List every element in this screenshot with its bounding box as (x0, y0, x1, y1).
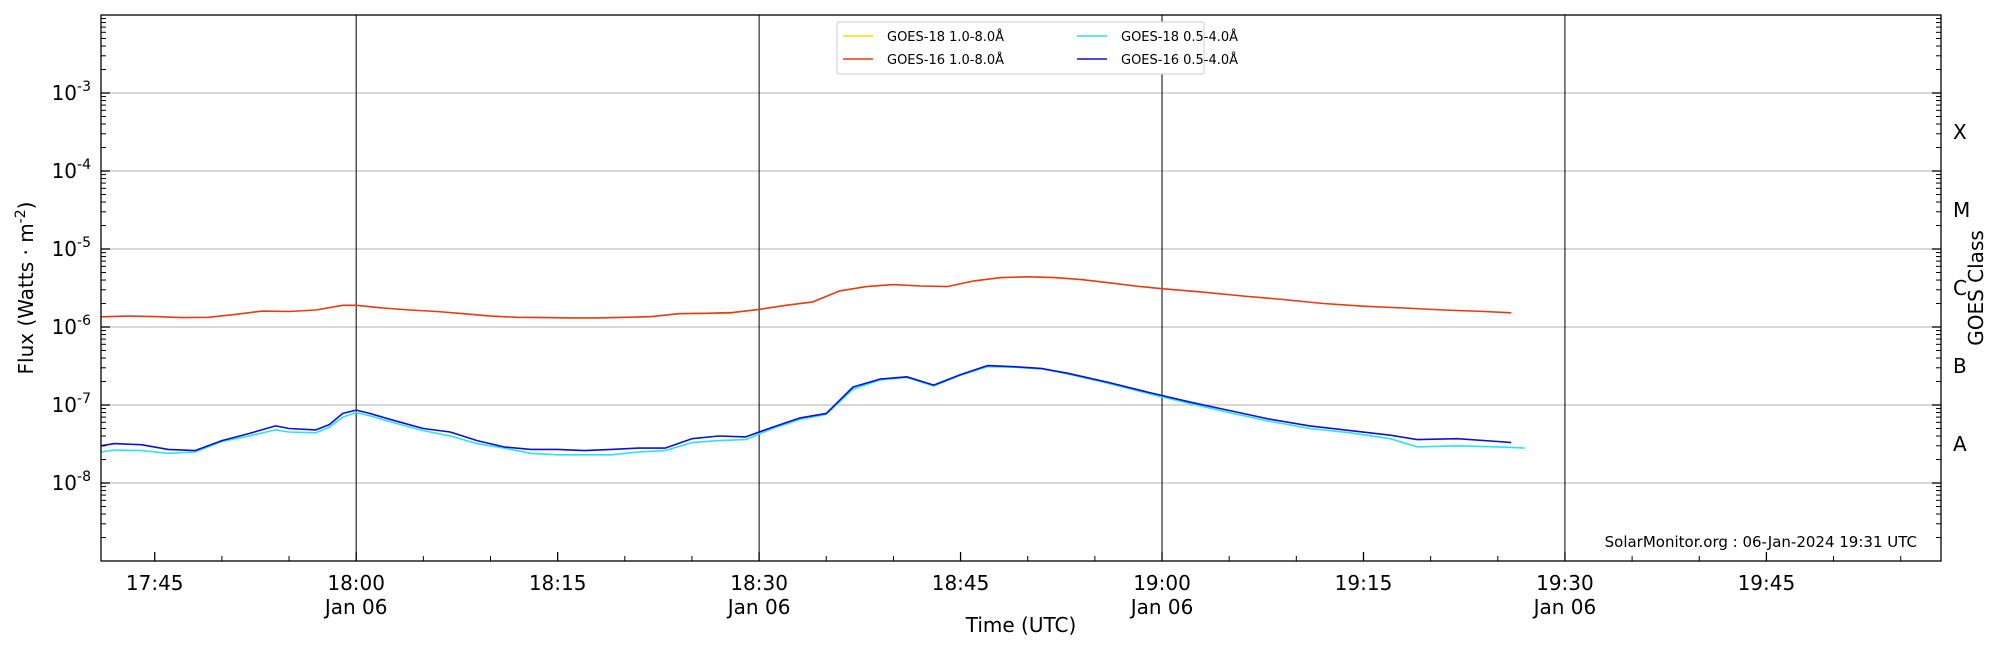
x-tick-date-label: Jan 06 (323, 595, 388, 619)
x-axis-label: Time (UTC) (965, 613, 1077, 637)
x-tick-date-label: Jan 06 (1532, 595, 1597, 619)
legend-box (836, 21, 1205, 75)
credit-text: SolarMonitor.org : 06-Jan-2024 19:31 UTC (1605, 533, 1917, 551)
y-tick-label: 10-6 (52, 313, 92, 339)
x-tick-label: 19:30 (1536, 571, 1594, 595)
x-tick-date-label: Jan 06 (726, 595, 791, 619)
x-tick-date-label: Jan 06 (1129, 595, 1194, 619)
goes-class-label: C (1953, 276, 1967, 300)
goes-class-labels: A B C M X (1953, 120, 1970, 456)
x-tick-label: 18:45 (932, 571, 990, 595)
series-line (100, 275, 1512, 319)
y-tick-label: 10-8 (52, 469, 91, 495)
legend: GOES-18 1.0-8.0Å GOES-16 1.0-8.0Å GOES-18 … (836, 21, 1238, 75)
y-tick-label: 10-3 (52, 79, 91, 105)
x-tick-label: 18:30 (730, 571, 788, 595)
series-line (100, 364, 1512, 452)
goes-class-label: X (1953, 120, 1967, 144)
goes-class-label: A (1953, 432, 1967, 456)
x-tick-label: 19:00 (1133, 571, 1191, 595)
x-tick-label: 19:15 (1335, 571, 1393, 595)
plot-frame (100, 14, 1942, 562)
horizontal-gridlines (101, 92, 1941, 484)
legend-label: GOES-16 0.5-4.0Å (1121, 52, 1238, 68)
y-tick-label: 10-7 (52, 391, 91, 417)
y-tick-label: 10-4 (52, 157, 92, 183)
goes-class-axis-label: GOES Class (1964, 230, 1988, 346)
x-tick-label: 18:00 (327, 571, 385, 595)
y-tick-label: 10-5 (52, 235, 91, 261)
day-boundary-lines (355, 15, 1566, 561)
y-axis-label: Flux (Watts · m-2) (13, 202, 38, 375)
x-tick-label: 17:45 (126, 571, 184, 595)
legend-label: GOES-18 0.5-4.0Å (1121, 29, 1238, 45)
flux-series (100, 275, 1525, 456)
goes-class-label: M (1953, 198, 1970, 222)
series-line (100, 365, 1525, 456)
goes-class-label: B (1953, 354, 1967, 378)
y-axis-ticks: 10-8 10-7 10-6 10-5 10-4 10-3 (52, 18, 1941, 539)
legend-label: GOES-16 1.0-8.0Å (887, 52, 1004, 68)
legend-label: GOES-18 1.0-8.0Å (887, 29, 1004, 45)
x-tick-label: 18:15 (529, 571, 587, 595)
x-tick-label: 19:45 (1738, 571, 1796, 595)
